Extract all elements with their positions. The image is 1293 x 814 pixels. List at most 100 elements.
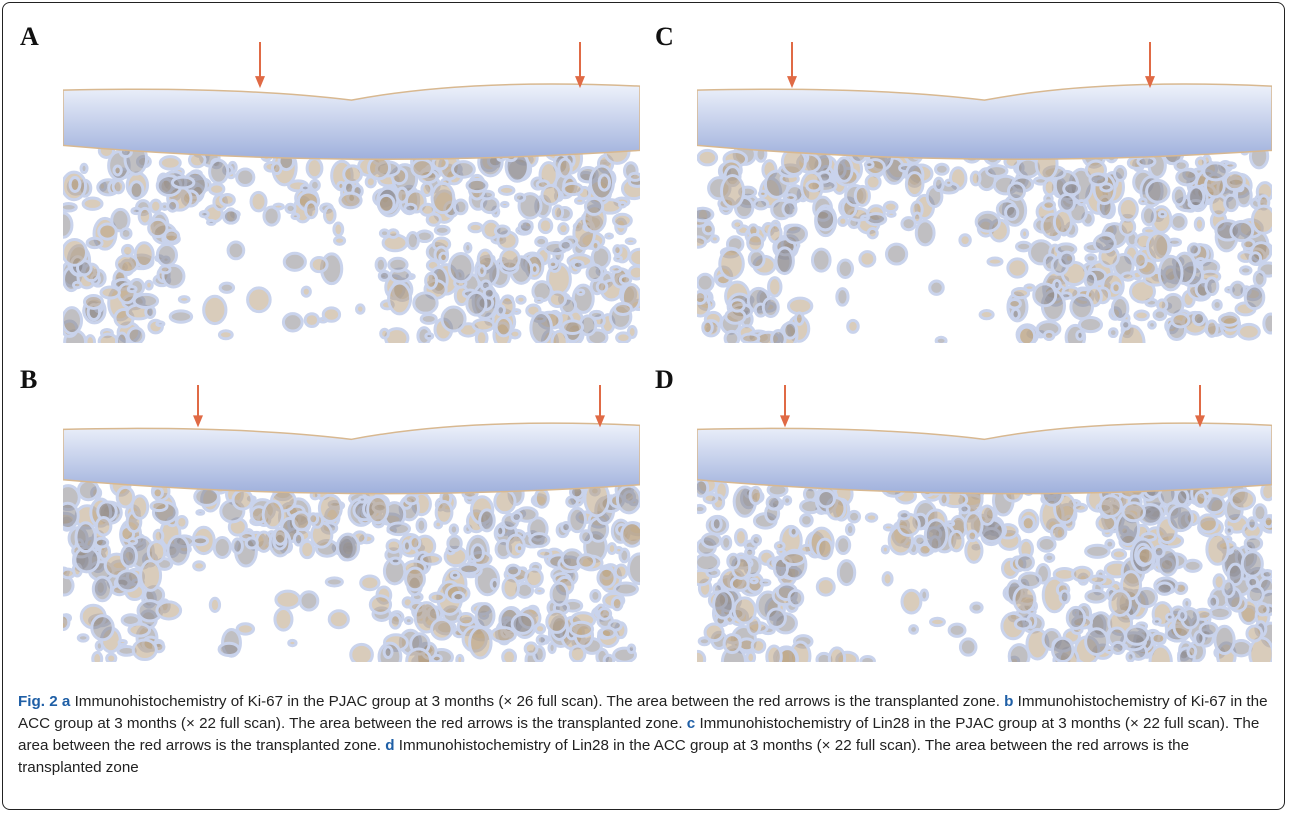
page: Fig. 2 a Immunohistochemistry of Ki-67 i…	[0, 0, 1293, 814]
trabecula	[553, 206, 562, 219]
trabecula	[549, 292, 565, 306]
trabecula	[1197, 259, 1204, 263]
trabecula	[860, 252, 875, 267]
trabecula	[1071, 295, 1093, 319]
trabecula	[305, 314, 319, 327]
trabecula	[92, 616, 113, 640]
trabecula	[99, 224, 117, 239]
trabecula	[302, 287, 310, 296]
trabecula	[1135, 311, 1149, 320]
trabecula	[1142, 207, 1155, 225]
trabecula	[591, 590, 600, 601]
trabecula	[476, 604, 494, 628]
trabecula	[300, 592, 318, 610]
histology-image	[697, 385, 1272, 662]
trabecula	[768, 609, 786, 627]
trabecula	[855, 186, 869, 205]
trabecula	[547, 611, 567, 632]
trabecula	[1086, 629, 1108, 655]
trabecula	[611, 267, 621, 272]
trabecula	[311, 257, 327, 271]
trabecula	[549, 261, 557, 267]
trabecula	[526, 569, 543, 586]
trabecula	[1196, 158, 1205, 167]
trabecula	[578, 290, 584, 295]
trabecula	[507, 565, 520, 576]
trabecula	[711, 236, 718, 242]
trabecula	[435, 226, 449, 234]
trabecula	[473, 319, 494, 330]
trabecula	[786, 195, 796, 201]
trabecula	[837, 289, 848, 306]
trabecula	[1086, 255, 1096, 262]
trabecula	[776, 248, 793, 274]
trabecula	[63, 308, 82, 334]
trabecula	[728, 554, 739, 568]
panel-label: D	[655, 365, 674, 395]
trabecula	[417, 519, 426, 532]
trabecula	[1204, 163, 1228, 180]
trabecula	[899, 511, 909, 518]
trabecula	[1231, 221, 1253, 240]
trabecula	[472, 545, 484, 561]
trabecula	[107, 654, 116, 662]
trabecula	[1086, 591, 1106, 603]
trabecula	[458, 614, 474, 625]
trabecula	[1114, 166, 1125, 180]
trabecula	[1188, 244, 1199, 255]
trabecula	[325, 207, 336, 223]
trabecula	[1123, 503, 1144, 521]
trabecula	[381, 329, 389, 338]
trabecula	[246, 538, 257, 548]
trabecula	[129, 624, 150, 636]
trabecula	[559, 159, 571, 177]
trabecula	[356, 305, 364, 313]
trabecula	[132, 496, 148, 519]
trabecula	[376, 258, 385, 271]
trabecula	[966, 539, 982, 562]
trabecula	[947, 522, 954, 526]
trabecula	[1022, 230, 1028, 238]
trabecula	[542, 185, 560, 204]
trabecula	[63, 569, 74, 578]
trabecula	[883, 573, 892, 585]
trabecula	[63, 503, 78, 528]
trabecula	[1094, 235, 1115, 252]
trabecula	[1052, 638, 1072, 661]
trabecula	[861, 657, 875, 662]
trabecula	[469, 561, 475, 564]
trabecula	[785, 225, 807, 243]
trabecula	[1264, 314, 1272, 333]
arrow-head	[255, 76, 265, 88]
trabecula	[272, 163, 281, 174]
trabecula	[783, 553, 805, 565]
cartilage-layer	[63, 84, 640, 159]
caption: Fig. 2 a Immunohistochemistry of Ki-67 i…	[18, 691, 1273, 779]
trabecula	[1077, 331, 1083, 339]
trabecula	[971, 603, 982, 612]
trabecula	[795, 313, 803, 325]
trabecula	[1012, 288, 1028, 297]
trabecula	[93, 577, 111, 601]
trabecula	[1172, 314, 1189, 327]
trabecula	[172, 177, 193, 188]
trabecula	[1006, 205, 1018, 219]
trabecula	[724, 635, 740, 653]
trabecula	[1153, 619, 1160, 624]
trabecula	[752, 640, 765, 653]
trabecula	[549, 643, 555, 652]
trabecula	[1054, 210, 1071, 233]
trabecula	[122, 545, 137, 566]
trabecula	[200, 211, 208, 216]
trabecula	[387, 540, 401, 552]
trabecula	[767, 646, 782, 662]
trabecula	[93, 653, 102, 662]
trabecula	[759, 191, 766, 196]
trabecula	[836, 158, 852, 182]
trabecula	[735, 530, 746, 546]
trabecula	[512, 513, 521, 522]
trabecula	[512, 614, 533, 633]
trabecula	[96, 517, 111, 534]
trabecula	[615, 565, 627, 578]
trabecula	[1207, 534, 1228, 564]
